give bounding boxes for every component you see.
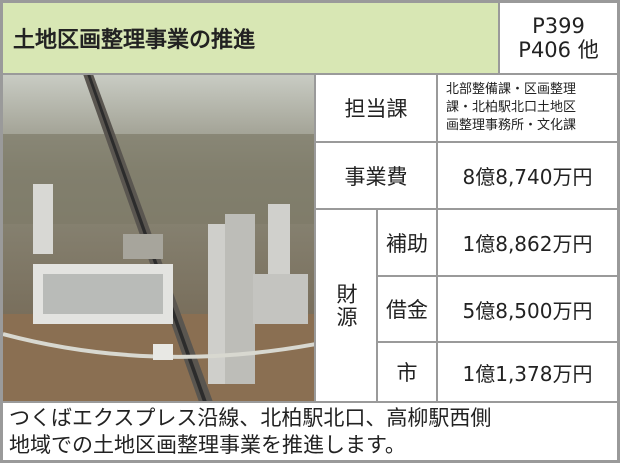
- sub-label: 市: [377, 342, 437, 402]
- sub-value: 1億8,862万円: [437, 209, 618, 276]
- row-label: 事業費: [315, 142, 437, 209]
- description-line: つくばエクスプレス沿線、北柏駅北口、高柳駅西側: [9, 405, 492, 430]
- sub-value: 1億1,378万円: [437, 342, 618, 402]
- page-ref: P399: [532, 14, 585, 38]
- page-ref: P406 他: [518, 38, 599, 62]
- title: 土地区画整理事業の推進: [2, 2, 499, 74]
- group-label-text: 財源: [334, 282, 358, 329]
- value-line: 画整理事務所・文化課: [446, 118, 577, 133]
- page-refs: P399 P406 他: [499, 2, 618, 74]
- row-value: 8億8,740万円: [437, 142, 618, 209]
- sub-label: 補助: [377, 209, 437, 276]
- value-line: 北部整備課・区画整理: [446, 82, 577, 97]
- description: つくばエクスプレス沿線、北柏駅北口、高柳駅西側 地域での土地区画整理事業を推進し…: [2, 402, 618, 461]
- group-label: 財源: [315, 209, 377, 402]
- sub-value: 5億8,500万円: [437, 276, 618, 342]
- value-line: 課・北柏駅北口土地区: [446, 100, 577, 115]
- photo: [2, 74, 315, 402]
- row-label: 担当課: [315, 74, 437, 142]
- row-value: 北部整備課・区画整理 課・北柏駅北口土地区 画整理事務所・文化課: [437, 74, 618, 142]
- aerial-photo: [3, 75, 314, 401]
- description-line: 地域での土地区画整理事業を推進します。: [9, 432, 406, 457]
- sub-label: 借金: [377, 276, 437, 342]
